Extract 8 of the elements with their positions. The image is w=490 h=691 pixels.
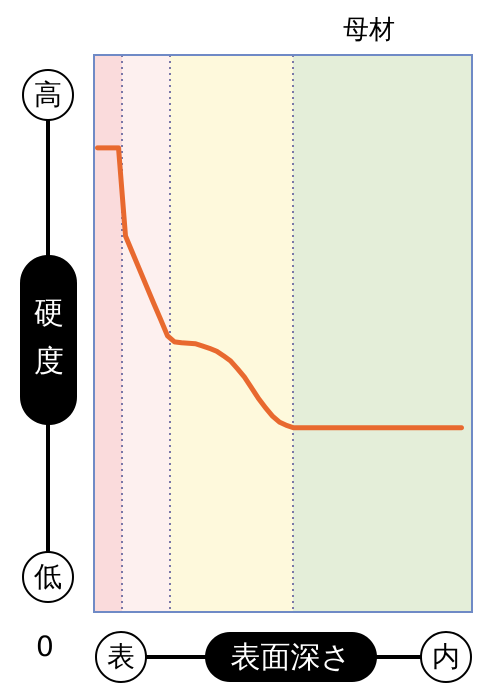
- y-axis-title: 硬度: [33, 295, 65, 381]
- x-axis-title: 表面深さ: [205, 632, 377, 682]
- text: 母材: [343, 14, 395, 47]
- text: 内: [420, 631, 472, 683]
- text: 低: [22, 551, 74, 603]
- text: 高: [22, 69, 74, 121]
- text: 0: [36, 630, 54, 663]
- text: 表: [95, 631, 147, 683]
